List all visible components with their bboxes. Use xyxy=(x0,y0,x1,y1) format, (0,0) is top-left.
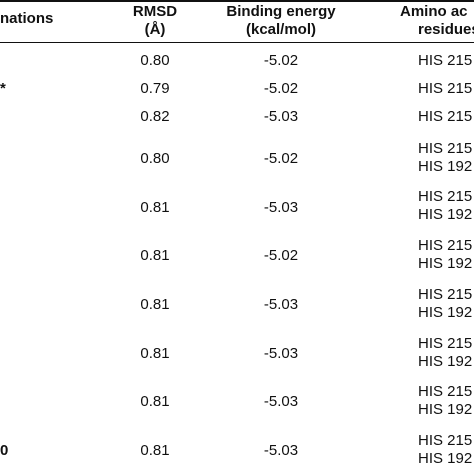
binding-energy-cell: -5.03 xyxy=(263,108,299,125)
header-conformations: nations xyxy=(0,10,54,27)
residues-cell: HIS 215 HIS 192 xyxy=(418,140,473,175)
residues-cell: HIS 215 xyxy=(418,80,473,97)
binding-energy-cell: -5.03 xyxy=(263,199,299,216)
binding-energy-cell: -5.02 xyxy=(263,52,299,69)
header-amino-acid-residues: Amino ac residues xyxy=(400,3,474,38)
residues-cell: HIS 215 HIS 192 xyxy=(418,383,473,418)
residues-cell: HIS 215 HIS 192 xyxy=(418,335,473,370)
binding-energy-cell: -5.03 xyxy=(263,345,299,362)
residues-cell: HIS 215 xyxy=(418,52,473,69)
binding-energy-cell: -5.03 xyxy=(263,296,299,313)
row-marker: 0 xyxy=(0,442,9,459)
rmsd-cell: 0.79 xyxy=(140,80,170,97)
rmsd-cell: 0.81 xyxy=(140,296,170,313)
binding-energy-cell: -5.03 xyxy=(263,442,299,459)
header-rule xyxy=(0,42,474,43)
rmsd-cell: 0.81 xyxy=(140,345,170,362)
header-rmsd: RMSD (Å) xyxy=(132,3,178,38)
binding-energy-cell: -5.03 xyxy=(263,393,299,410)
table-top-rule xyxy=(0,0,474,2)
rmsd-cell: 0.81 xyxy=(140,199,170,216)
binding-energy-cell: -5.02 xyxy=(263,247,299,264)
residues-cell: HIS 215 HIS 192 xyxy=(418,237,473,272)
binding-energy-cell: -5.02 xyxy=(263,80,299,97)
residues-cell: HIS 215 HIS 192 xyxy=(418,188,473,223)
binding-energy-cell: -5.02 xyxy=(263,150,299,167)
row-marker: * xyxy=(0,80,6,97)
rmsd-cell: 0.82 xyxy=(140,108,170,125)
rmsd-cell: 0.81 xyxy=(140,393,170,410)
residues-cell: HIS 215 xyxy=(418,108,473,125)
residues-cell: HIS 215 HIS 192 xyxy=(418,432,473,467)
residues-cell: HIS 215 HIS 192 xyxy=(418,286,473,321)
rmsd-cell: 0.80 xyxy=(140,52,170,69)
header-binding-energy: Binding energy (kcal/mol) xyxy=(226,3,336,38)
rmsd-cell: 0.80 xyxy=(140,150,170,167)
rmsd-cell: 0.81 xyxy=(140,442,170,459)
rmsd-cell: 0.81 xyxy=(140,247,170,264)
